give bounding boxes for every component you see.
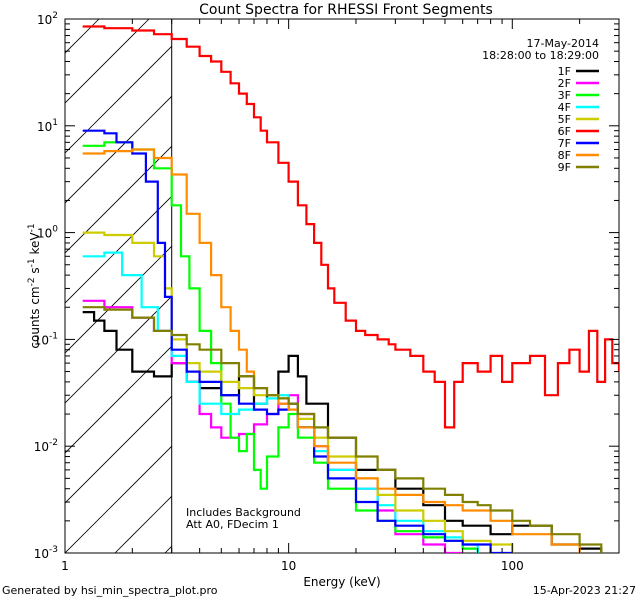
series-line-7f bbox=[82, 129, 513, 553]
legend-label-1f: 1F bbox=[558, 65, 571, 78]
y-tick-label: 102 bbox=[37, 11, 58, 27]
hatch-line bbox=[65, 395, 172, 504]
y-tick-label: 10-1 bbox=[34, 331, 58, 347]
attenuator-annotation: Att A0, FDecim 1 bbox=[186, 518, 279, 531]
y-axis-label-sup2: -1 bbox=[27, 258, 37, 267]
background-annotation: Includes Background bbox=[186, 506, 301, 519]
hatch-line bbox=[0, 19, 49, 553]
footer-timestamp: 15-Apr-2023 21:27 bbox=[533, 584, 636, 597]
footer-generated-by: Generated by hsi_min_spectra_plot.pro bbox=[2, 584, 218, 597]
legend-label-4f: 4F bbox=[558, 101, 571, 114]
legend-label-2f: 2F bbox=[558, 77, 571, 90]
series-group bbox=[82, 25, 619, 553]
hatch-line bbox=[65, 19, 150, 104]
series-line-8f bbox=[82, 148, 581, 553]
x-axis-label: Energy (keV) bbox=[303, 575, 380, 589]
legend-label-9f: 9F bbox=[558, 161, 571, 174]
y-tick-label: 101 bbox=[37, 118, 58, 134]
hatch-line bbox=[65, 95, 172, 204]
chart-title: Count Spectra for RHESSI Front Segments bbox=[199, 2, 493, 18]
legend-label-8f: 8F bbox=[558, 149, 571, 162]
y-axis-label-sup1: -2 bbox=[27, 277, 37, 286]
series-line-6f bbox=[82, 25, 619, 429]
hatch-line bbox=[65, 445, 172, 553]
legend-label-5f: 5F bbox=[558, 113, 571, 126]
y-axis-label: counts cm-2 s-1 keV-1 bbox=[27, 223, 42, 348]
hatch-line bbox=[515, 19, 640, 553]
hatch-line bbox=[65, 295, 172, 404]
legend-label-3f: 3F bbox=[558, 89, 571, 102]
y-axis-label-main: counts cm bbox=[28, 286, 42, 348]
series-line-3f bbox=[82, 141, 479, 553]
legend-label-6f: 6F bbox=[558, 125, 571, 138]
hatch-line bbox=[65, 245, 172, 354]
hatch-line bbox=[65, 19, 100, 54]
hatch-line bbox=[65, 195, 172, 304]
y-tick-label: 100 bbox=[37, 225, 58, 241]
legend-label-7f: 7F bbox=[558, 137, 571, 150]
hatch-line bbox=[65, 145, 172, 254]
series-line-9f bbox=[82, 306, 603, 553]
series-line-1f bbox=[82, 311, 603, 553]
plot-frame bbox=[64, 18, 620, 554]
hatch-line bbox=[415, 19, 640, 553]
x-tick-label: 10 bbox=[281, 559, 296, 573]
legend-date: 17-May-2014 bbox=[527, 37, 599, 50]
x-tick-label: 100 bbox=[501, 559, 524, 573]
hatch-line bbox=[65, 345, 172, 454]
hatch-line bbox=[65, 45, 172, 154]
legend-time-range: 18:28:00 to 18:29:00 bbox=[482, 49, 599, 62]
hatch-line bbox=[215, 19, 640, 553]
hatch-line bbox=[265, 19, 640, 553]
y-axis-label-unit: keV bbox=[28, 232, 42, 259]
hatch-line bbox=[315, 19, 640, 553]
hatch-line bbox=[365, 19, 640, 553]
hatch-line bbox=[465, 19, 640, 553]
y-tick-label: 10-2 bbox=[34, 438, 58, 454]
y-tick-label: 10-3 bbox=[34, 545, 58, 561]
attenuator-hatch-region bbox=[0, 19, 640, 553]
x-tick-label: 1 bbox=[61, 559, 69, 573]
hatch-line bbox=[565, 19, 640, 553]
y-axis-label-sup3: -1 bbox=[27, 223, 37, 232]
hatch-lines bbox=[0, 19, 640, 553]
y-axis-label-mid: s bbox=[28, 267, 42, 277]
x-axis-ticks: 1 10 100 bbox=[61, 19, 620, 573]
y-axis-ticks: 10-3 10-2 10-1 100 101 102 bbox=[34, 11, 619, 561]
